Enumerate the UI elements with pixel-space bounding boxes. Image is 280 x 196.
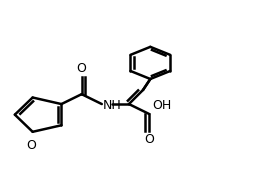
Text: NH: NH xyxy=(103,99,122,112)
Text: OH: OH xyxy=(152,99,171,112)
Text: O: O xyxy=(144,133,154,146)
Text: O: O xyxy=(26,139,36,152)
Text: O: O xyxy=(77,62,87,75)
